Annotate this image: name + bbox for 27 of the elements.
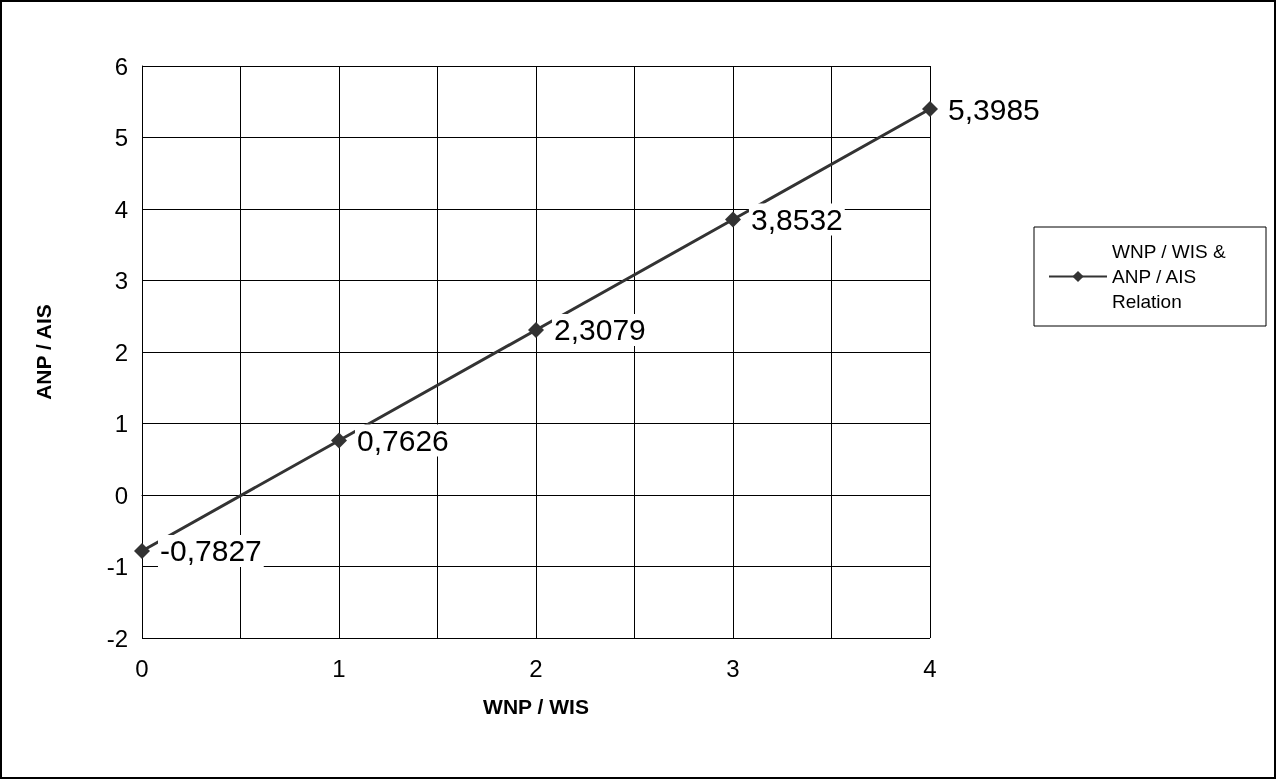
data-label: -0,7827 (160, 534, 262, 568)
point (528, 321, 544, 338)
x-tick-label: 3 (726, 654, 740, 682)
y-tick-label: 5 (114, 124, 128, 151)
y-tick-label: 0 (114, 481, 128, 509)
y-axis-title: ANP / AIS (32, 304, 55, 400)
y-tick-label: 6 (114, 52, 128, 80)
data-label: 0,7626 (357, 423, 449, 457)
y-tick-label: 4 (114, 195, 128, 223)
x-tick-label: 4 (923, 654, 937, 682)
y-tick-label: 1 (114, 410, 128, 437)
y-tick-label: -2 (106, 624, 128, 652)
y-tick-label: 3 (114, 267, 128, 294)
x-tick-label: 2 (529, 654, 543, 682)
point (922, 101, 938, 118)
data-label: 2,3079 (554, 313, 646, 347)
point (331, 432, 347, 449)
legend-label: WNP / WIS & ANP / AIS Relation (1112, 241, 1231, 312)
x-axis-title: WNP / WIS (483, 695, 589, 718)
data-label: 3,8532 (751, 203, 843, 236)
x-tick-label: 1 (332, 654, 346, 682)
y-tick-label: 2 (114, 338, 128, 366)
data-label: 5,3985 (948, 92, 1040, 126)
x-tick-label: 0 (135, 654, 149, 682)
point (134, 542, 150, 559)
point (725, 211, 741, 228)
y-tick-label: -1 (106, 553, 128, 580)
